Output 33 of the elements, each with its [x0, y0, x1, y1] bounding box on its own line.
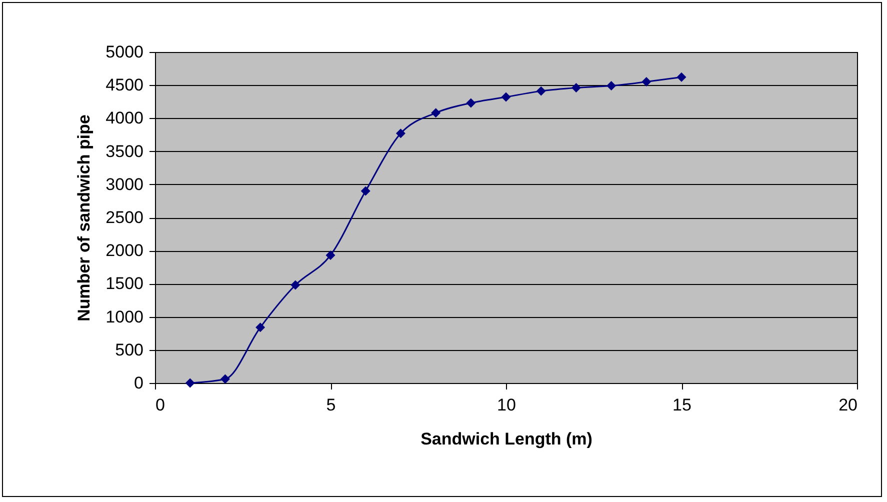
y-tick-label: 1500 [106, 274, 144, 294]
y-tick-label: 1000 [106, 307, 144, 326]
y-axis-title: Number of sandwich pipe [74, 114, 94, 322]
y-tick-label: 2500 [106, 208, 144, 227]
y-tick-label: 4000 [106, 108, 144, 128]
point [360, 186, 370, 196]
x-tick-label: 0 [156, 396, 165, 414]
point [642, 77, 652, 87]
x-axis-title: Sandwich Length (m) [420, 430, 592, 448]
x-tick-label: 10 [497, 396, 516, 414]
point [676, 72, 686, 82]
point [290, 280, 300, 290]
point [396, 128, 406, 138]
x-tick-label: 5 [326, 396, 336, 414]
point [431, 108, 441, 118]
y-tick-label: 3500 [106, 142, 144, 161]
y-tick-label: 500 [115, 340, 144, 360]
point [536, 86, 546, 96]
x-tick-label: 15 [672, 396, 692, 414]
point [220, 374, 230, 384]
point [501, 92, 511, 102]
point [326, 250, 336, 260]
y-tick-label: 4500 [106, 76, 144, 95]
point [571, 83, 581, 92]
point [185, 378, 195, 388]
y-tick-label: 0 [134, 374, 144, 392]
point [256, 322, 266, 332]
y-tick-label: 5000 [106, 42, 144, 62]
point [606, 81, 616, 91]
y-tick-label: 3000 [106, 174, 144, 194]
x-tick-label: 20 [838, 396, 858, 414]
point [466, 98, 476, 108]
y-tick-label: 2000 [106, 241, 144, 260]
